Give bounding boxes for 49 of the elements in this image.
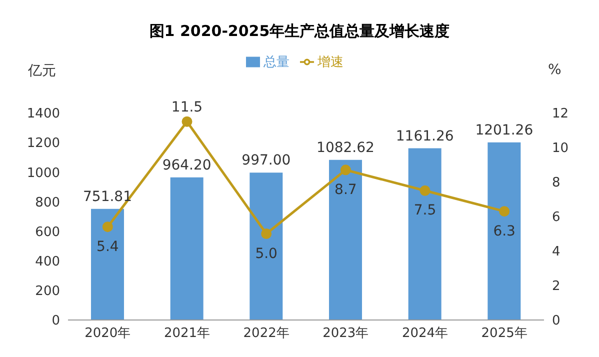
bar <box>488 142 521 320</box>
data-label: 11.5 <box>171 100 203 116</box>
y-tick-label: 1400 <box>26 106 60 122</box>
bar <box>329 160 362 320</box>
x-tick-label: 2024年 <box>402 326 448 342</box>
chart-title: 图1 2020-2025年生产总值总量及增长速度 <box>148 22 451 41</box>
data-label: 7.5 <box>414 202 436 219</box>
legend-label: 增速 <box>318 55 344 70</box>
point <box>420 185 430 196</box>
data-label: 1161.26 <box>396 128 454 144</box>
data-label: 8.7 <box>334 182 357 198</box>
y-tick-label: 800 <box>35 195 60 210</box>
y2-tick-label: 2 <box>552 279 560 294</box>
point <box>499 206 510 217</box>
y2-tick-label: 10 <box>552 141 569 156</box>
x-tick-label: 2025年 <box>481 326 528 342</box>
y2-axis-title: % <box>548 62 562 78</box>
y-axis-title: 亿元 <box>28 62 56 80</box>
y-tick-label: 200 <box>35 284 60 300</box>
y2-tick-label: 8 <box>552 176 560 191</box>
x-tick-label: 2020年 <box>84 326 131 342</box>
y2-tick-label: 4 <box>552 244 560 260</box>
x-tick-label: 2021年 <box>164 326 210 342</box>
y-tick-label: 0 <box>52 314 60 329</box>
y2-tick-label: 6 <box>552 210 560 226</box>
x-tick-label: 2022年 <box>243 326 290 342</box>
data-label: 1082.62 <box>316 140 374 156</box>
data-label: 5.0 <box>255 246 278 262</box>
y2-tick-label: 12 <box>552 106 569 122</box>
data-label: 964.20 <box>162 157 212 174</box>
data-label: 6.3 <box>493 223 516 240</box>
bar <box>170 177 204 320</box>
x-tick-label: 2023年 <box>322 326 369 342</box>
point <box>182 116 192 127</box>
y2-tick-label: 0 <box>552 314 560 329</box>
bar <box>408 148 442 320</box>
point <box>340 164 351 176</box>
y-tick-label: 600 <box>35 224 60 240</box>
data-label: 997.00 <box>242 152 291 169</box>
point <box>102 222 113 232</box>
point <box>261 228 272 239</box>
y-tick-label: 1000 <box>26 166 60 181</box>
data-label: 5.4 <box>96 238 119 255</box>
data-label: 1201.26 <box>475 122 534 138</box>
bar <box>91 208 124 320</box>
bar <box>250 172 283 320</box>
legend-label: 总量 <box>264 55 290 70</box>
y-tick-label: 400 <box>35 254 60 270</box>
y-tick-label: 1200 <box>26 136 60 152</box>
